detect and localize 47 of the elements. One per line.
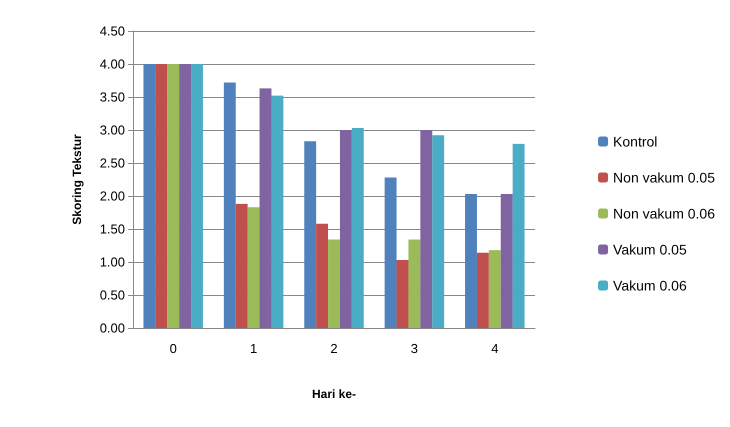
bar — [236, 204, 248, 328]
y-tick-label: 0.00 — [100, 320, 125, 336]
bar — [248, 207, 260, 328]
y-tick-label: 1.50 — [100, 222, 125, 236]
y-axis-title: Skoring Tekstur — [70, 134, 84, 225]
bar — [143, 64, 156, 328]
legend-label: Non vakum 0.06 — [613, 206, 716, 222]
bar — [260, 88, 272, 328]
bar — [512, 144, 525, 328]
legend-label: Kontrol — [613, 134, 658, 150]
bar — [384, 178, 397, 328]
y-tick-label: 3.50 — [100, 90, 125, 104]
y-tick-label: 0.50 — [100, 288, 125, 302]
y-tick-label: 3.00 — [100, 122, 125, 138]
bar — [420, 130, 432, 328]
y-tick-label: 4.50 — [100, 24, 125, 38]
x-tick-label: 2 — [330, 341, 338, 356]
y-tick-label: 2.00 — [100, 188, 125, 204]
bar — [488, 250, 501, 328]
bar — [500, 194, 513, 328]
x-axis-title: Hari ke- — [312, 387, 356, 401]
bar — [155, 64, 168, 328]
legend-label: Vakum 0.05 — [613, 242, 687, 258]
legend-label: Non vakum 0.05 — [613, 170, 716, 186]
legend-label: Vakum 0.06 — [613, 278, 687, 294]
y-tick-label: 1.00 — [100, 254, 125, 270]
y-tick-label: 2.50 — [100, 156, 125, 170]
x-tick-label: 4 — [491, 341, 498, 356]
bar — [191, 64, 203, 328]
bar — [167, 64, 180, 328]
bar — [316, 224, 328, 328]
bar — [465, 194, 477, 328]
bar — [224, 82, 236, 328]
bar — [179, 64, 192, 328]
bar — [352, 128, 364, 328]
bar — [432, 135, 444, 328]
bar — [340, 130, 352, 328]
x-tick-label: 3 — [410, 341, 418, 356]
x-tick-label: 0 — [170, 341, 177, 356]
y-tick-label: 4.00 — [100, 56, 125, 72]
bar — [271, 96, 284, 328]
bar — [408, 240, 420, 328]
bar — [304, 141, 316, 328]
bar — [396, 260, 408, 328]
bar — [328, 240, 340, 328]
bar — [476, 252, 489, 328]
x-tick-label: 1 — [250, 341, 258, 356]
